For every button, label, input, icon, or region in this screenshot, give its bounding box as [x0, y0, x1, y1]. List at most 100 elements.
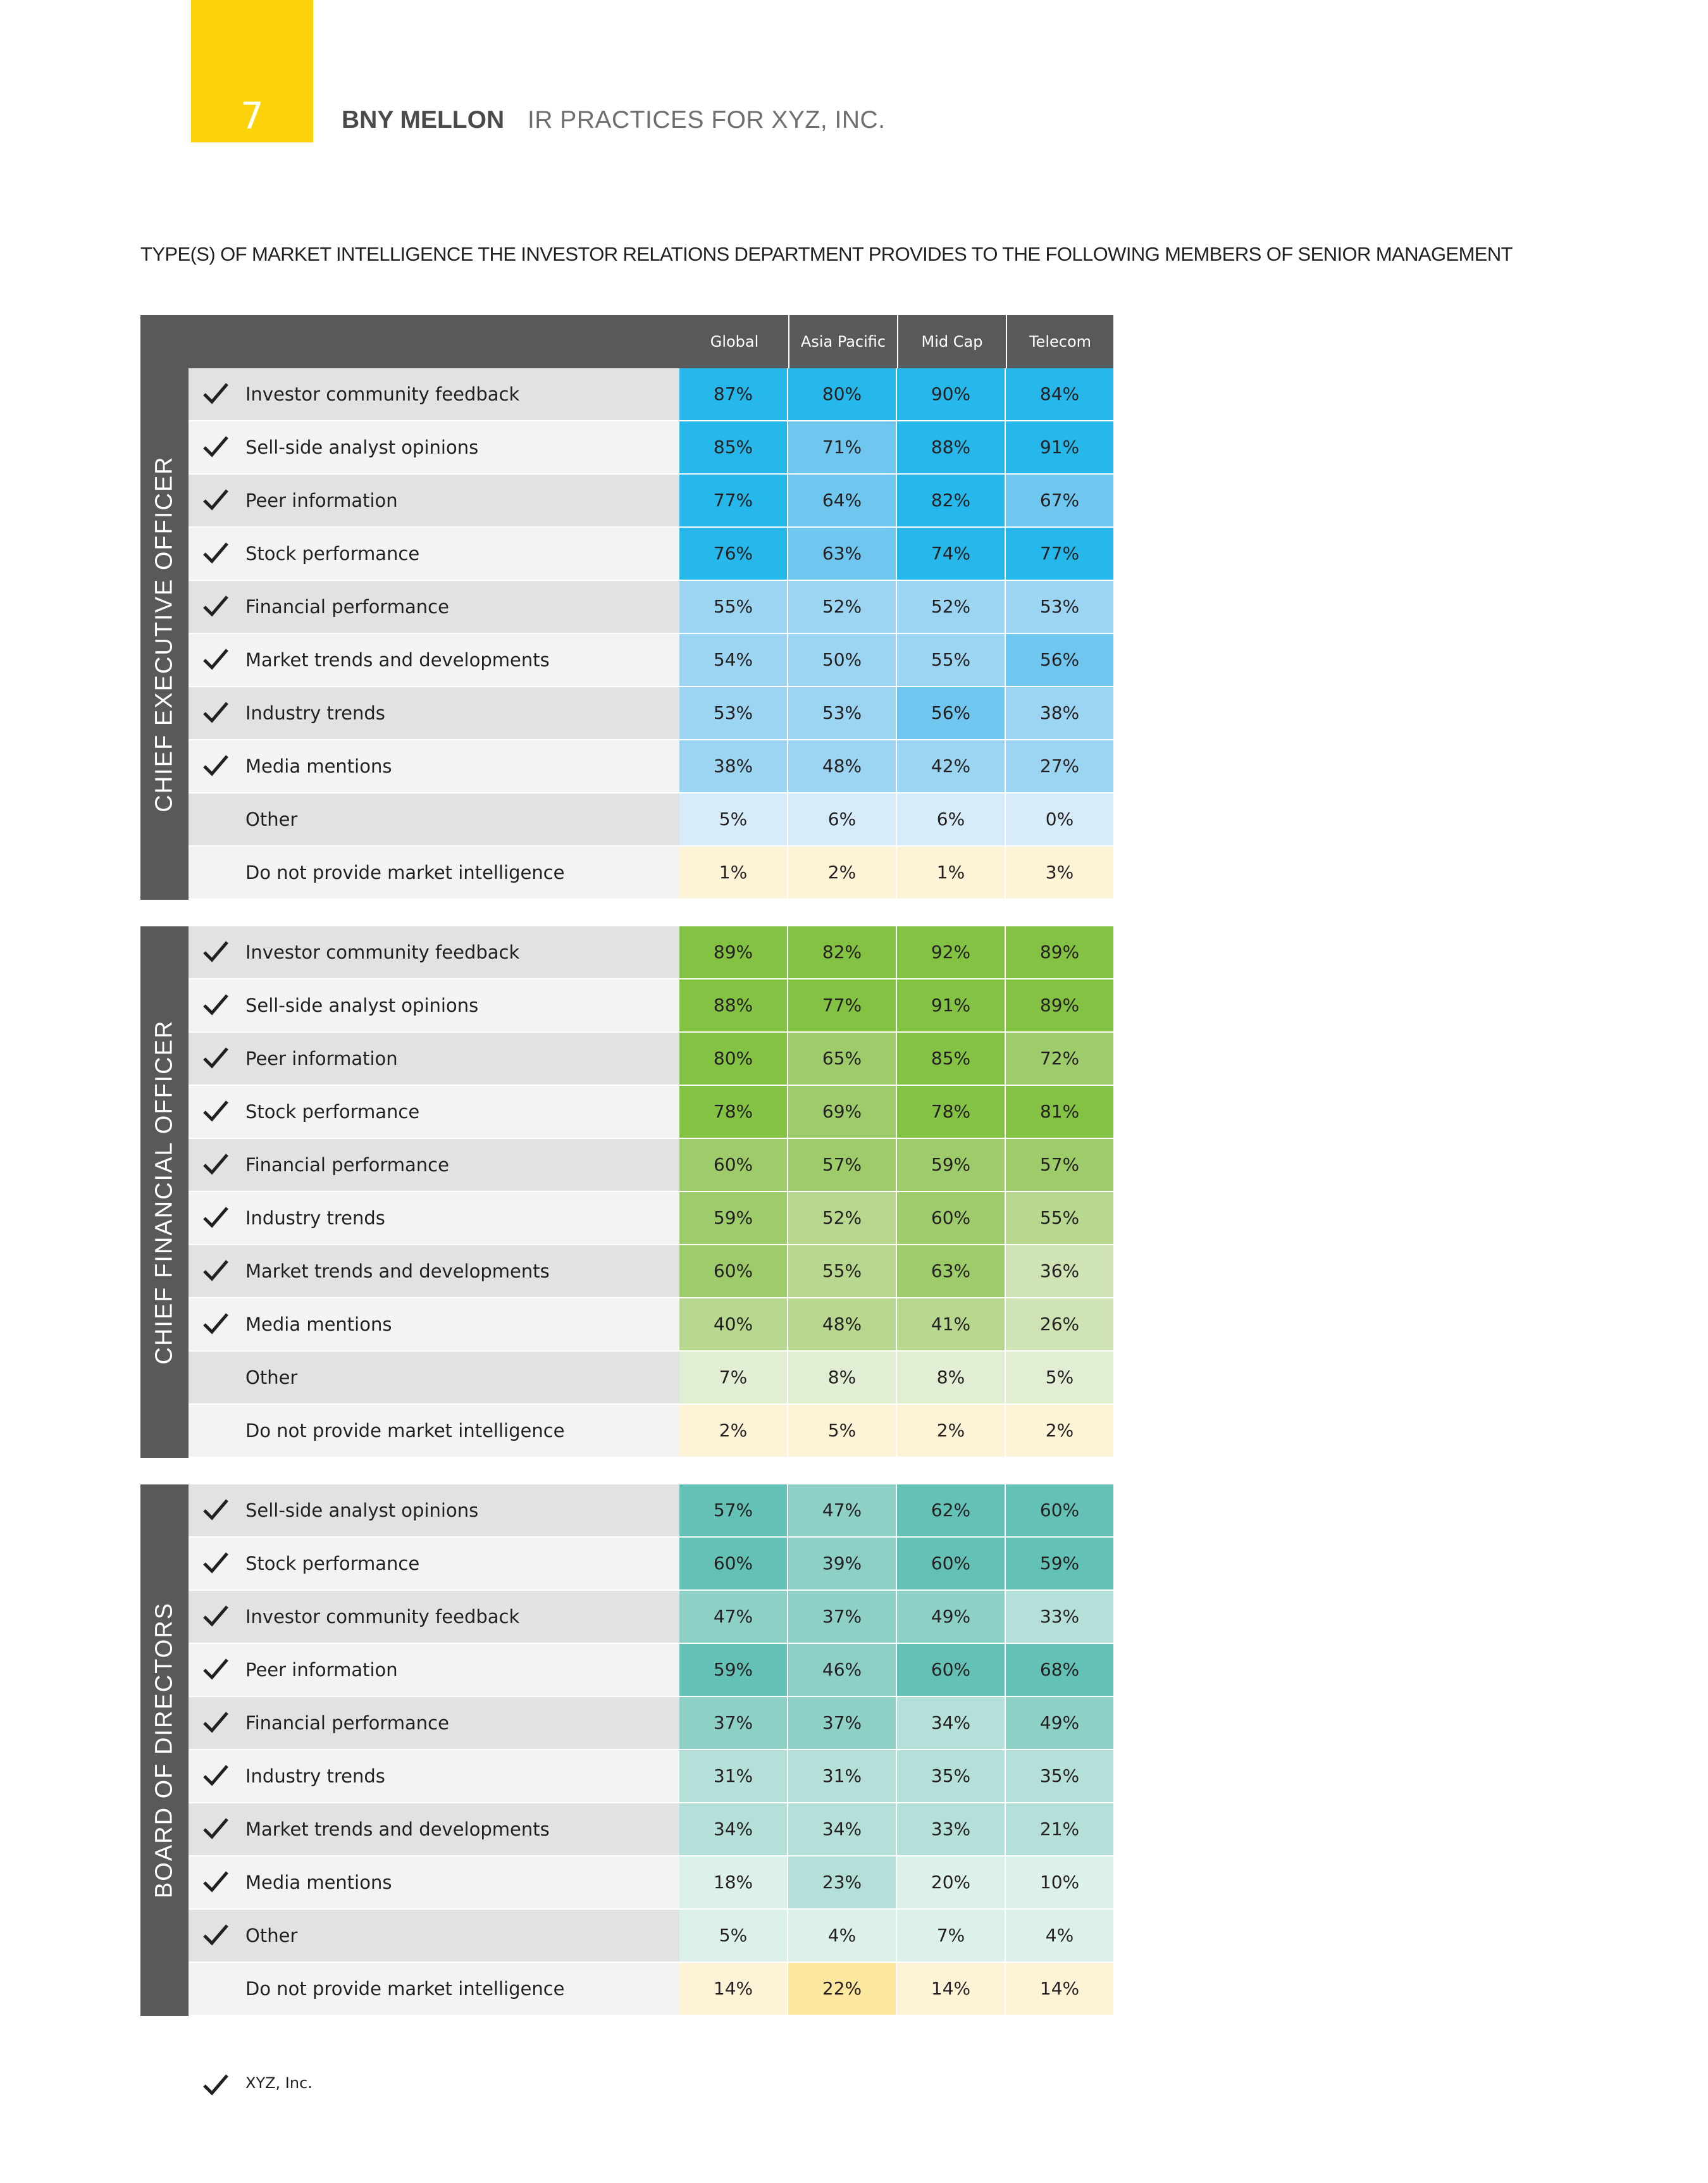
row-label-cell: Investor community feedback [189, 1591, 679, 1643]
checkmark-icon [203, 1207, 228, 1228]
row-label-cell: Other [189, 1910, 679, 1962]
value-cell: 2% [679, 1405, 787, 1457]
value-cell: 31% [679, 1750, 787, 1802]
running-header: BNY MELLON IR PRACTICES FOR XYZ, INC. [342, 106, 886, 134]
row-label-cell: Do not provide market intelligence [189, 1405, 679, 1457]
checkmark-icon [203, 941, 228, 962]
table-row: Market trends and developments 54% 50% 55% 5… [189, 634, 1113, 686]
row-label: Industry trends [245, 702, 385, 724]
table-row: Stock performance 78% 69% 78% 81% [189, 1086, 1113, 1138]
value-cell: 60% [897, 1538, 1005, 1589]
value-cell: 85% [679, 421, 787, 473]
row-label: Peer information [245, 1048, 398, 1069]
row-label: Industry trends [245, 1765, 385, 1787]
row-label: Media mentions [245, 1872, 392, 1893]
value-cell: 27% [1006, 740, 1113, 792]
table-row: Media mentions 18% 23% 20% 10% [189, 1856, 1113, 1908]
value-cell: 77% [788, 980, 896, 1031]
value-cell: 34% [679, 1803, 787, 1855]
row-label: Financial performance [245, 1154, 449, 1176]
table-row: Stock performance 76% 63% 74% 77% [189, 528, 1113, 580]
value-cell: 5% [788, 1405, 896, 1457]
value-cell: 56% [1006, 634, 1113, 686]
value-cell: 60% [679, 1245, 787, 1297]
value-cell: 85% [897, 1033, 1005, 1085]
value-cell: 55% [1006, 1192, 1113, 1244]
group-label-bar: BOARD OF DIRECTORS [140, 1484, 189, 2016]
value-cell: 2% [788, 847, 896, 899]
row-label: Other [245, 1367, 298, 1388]
value-cell: 91% [897, 980, 1005, 1031]
table-row: Sell-side analyst opinions 57% 47% 62% 60% [189, 1484, 1113, 1536]
value-cell: 48% [788, 1298, 896, 1350]
row-label: Sell-side analyst opinions [245, 1500, 479, 1521]
checkmark-icon [203, 1499, 228, 1521]
checkmark-icon [203, 383, 228, 404]
value-cell: 35% [897, 1750, 1005, 1802]
value-cell: 41% [897, 1298, 1005, 1350]
row-label-cell: Industry trends [189, 687, 679, 739]
value-cell: 77% [679, 475, 787, 526]
column-header-asia-pacific: Asia Pacific [800, 333, 886, 351]
value-cell: 82% [788, 926, 896, 978]
value-cell: 53% [1006, 581, 1113, 633]
table-row: Other 5% 4% 7% 4% [189, 1910, 1113, 1962]
value-cell: 89% [1006, 980, 1113, 1031]
value-cell: 68% [1006, 1644, 1113, 1696]
value-cell: 18% [679, 1856, 787, 1908]
row-label: Other [245, 809, 298, 830]
value-cell: 4% [788, 1910, 896, 1962]
value-cell: 22% [788, 1963, 896, 2015]
value-cell: 60% [1006, 1484, 1113, 1536]
row-label: Stock performance [245, 543, 420, 564]
value-cell: 91% [1006, 421, 1113, 473]
value-cell: 37% [679, 1697, 787, 1749]
value-cell: 60% [897, 1644, 1005, 1696]
value-cell: 26% [1006, 1298, 1113, 1350]
value-cell: 46% [788, 1644, 896, 1696]
value-cell: 55% [788, 1245, 896, 1297]
table-row: Peer information 77% 64% 82% 67% [189, 475, 1113, 526]
value-cell: 63% [788, 528, 896, 580]
value-cell: 55% [897, 634, 1005, 686]
value-cell: 6% [897, 793, 1005, 845]
column-header-mid-cap: Mid Cap [921, 333, 983, 351]
value-cell: 78% [897, 1086, 1005, 1138]
table-row: Stock performance 60% 39% 60% 59% [189, 1538, 1113, 1589]
value-cell: 2% [897, 1405, 1005, 1457]
value-cell: 87% [679, 368, 787, 420]
value-cell: 7% [679, 1352, 787, 1403]
row-label-cell: Peer information [189, 1033, 679, 1085]
row-label-cell: Sell-side analyst opinions [189, 1484, 679, 1536]
column-header-global: Global [710, 333, 759, 351]
value-cell: 5% [679, 793, 787, 845]
value-cell: 80% [788, 368, 896, 420]
value-cell: 8% [897, 1352, 1005, 1403]
table-row: Sell-side analyst opinions 85% 71% 88% 91% [189, 421, 1113, 473]
value-cell: 8% [788, 1352, 896, 1403]
row-label-cell: Financial performance [189, 581, 679, 633]
value-cell: 5% [1006, 1352, 1113, 1403]
value-cell: 14% [1006, 1963, 1113, 2015]
row-label-cell: Other [189, 1352, 679, 1403]
value-cell: 6% [788, 793, 896, 845]
table-row: Media mentions 40% 48% 41% 26% [189, 1298, 1113, 1350]
row-label-cell: Sell-side analyst opinions [189, 421, 679, 473]
value-cell: 10% [1006, 1856, 1113, 1908]
value-cell: 90% [897, 368, 1005, 420]
value-cell: 36% [1006, 1245, 1113, 1297]
value-cell: 78% [679, 1086, 787, 1138]
column-divider [897, 315, 898, 368]
brand-name: BNY MELLON [342, 106, 505, 134]
row-label: Peer information [245, 490, 398, 511]
value-cell: 34% [788, 1803, 896, 1855]
value-cell: 1% [679, 847, 787, 899]
checkmark-icon [203, 1313, 228, 1334]
value-cell: 60% [897, 1192, 1005, 1244]
checkmark-icon [203, 436, 228, 457]
column-divider [788, 315, 789, 368]
value-cell: 21% [1006, 1803, 1113, 1855]
value-cell: 52% [897, 581, 1005, 633]
value-cell: 47% [788, 1484, 896, 1536]
section-title: TYPE(S) OF MARKET INTELLIGENCE THE INVES… [140, 243, 1513, 265]
